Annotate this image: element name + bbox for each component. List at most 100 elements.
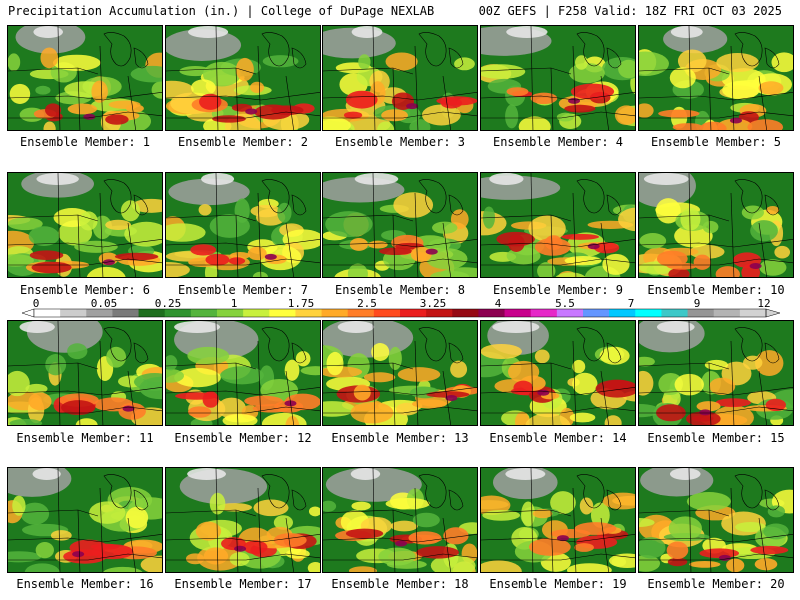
ensemble-member-label: Ensemble Member: 13	[331, 431, 469, 445]
state-boundaries	[639, 468, 793, 572]
ensemble-map-panel	[638, 172, 794, 278]
ensemble-member-label: Ensemble Member: 3	[334, 135, 466, 149]
ensemble-member-label: Ensemble Member: 8	[334, 283, 466, 297]
precip-map	[481, 173, 635, 277]
colorbar-tick-label: 4	[494, 297, 502, 310]
state-boundaries	[481, 26, 635, 130]
colorbar-swatch	[60, 309, 87, 317]
ensemble-member-label: Ensemble Member: 18	[331, 577, 469, 591]
ensemble-map-panel	[480, 172, 636, 278]
ensemble-map-panel	[480, 467, 636, 573]
ensemble-member-label: Ensemble Member: 16	[16, 577, 154, 591]
colorbar-tick-label: 9	[693, 297, 701, 310]
ensemble-member-label: Ensemble Member: 1	[19, 135, 151, 149]
colorbar-swatch	[609, 309, 636, 317]
ensemble-member-label: Ensemble Member: 5	[650, 135, 782, 149]
precip-map	[639, 26, 793, 130]
colorbar-tick-label: 7	[627, 297, 635, 310]
state-boundaries	[166, 173, 320, 277]
state-boundaries	[8, 321, 162, 425]
ensemble-member-label: Ensemble Member: 11	[16, 431, 154, 445]
colorbar-swatch	[190, 309, 218, 317]
ensemble-map-panel	[7, 467, 163, 573]
precip-map	[166, 468, 320, 572]
precip-map	[323, 321, 477, 425]
ensemble-map-panel	[638, 320, 794, 426]
ensemble-map-panel	[638, 467, 794, 573]
ensemble-map-panel	[165, 467, 321, 573]
ensemble-map-panel	[322, 25, 478, 131]
colorbar-swatch	[687, 309, 715, 317]
precip-map	[166, 173, 320, 277]
colorbar-swatch	[347, 309, 375, 317]
precip-map	[166, 26, 320, 130]
map-title: Precipitation Accumulation (in.) | Colle…	[8, 4, 435, 18]
state-boundaries	[166, 321, 320, 425]
ensemble-map-panel	[7, 25, 163, 131]
precip-map	[639, 321, 793, 425]
ensemble-map-panel	[480, 320, 636, 426]
colorbar-swatch	[478, 309, 506, 317]
ensemble-member-label: Ensemble Member: 9	[492, 283, 624, 297]
colorbar-swatch	[373, 309, 401, 317]
colorbar-tick-label: 12	[757, 297, 771, 310]
precip-map	[8, 321, 162, 425]
precip-map	[481, 468, 635, 572]
ensemble-map-panel	[165, 25, 321, 131]
colorbar-tick-label: 3.25	[419, 297, 447, 310]
ensemble-map-panel	[322, 320, 478, 426]
state-boundaries	[481, 173, 635, 277]
precip-map	[323, 26, 477, 130]
ensemble-member-label: Ensemble Member: 14	[489, 431, 627, 445]
ensemble-map-panel	[480, 25, 636, 131]
precip-map	[481, 321, 635, 425]
ensemble-member-label: Ensemble Member: 10	[647, 283, 785, 297]
colorbar-swatch	[86, 309, 113, 317]
precip-colorbar	[21, 308, 781, 318]
colorbar-swatch	[400, 309, 427, 317]
colorbar-swatch	[583, 309, 610, 317]
precip-map	[8, 26, 162, 130]
precip-map	[639, 468, 793, 572]
colorbar-swatch	[269, 309, 296, 317]
ensemble-member-label: Ensemble Member: 7	[177, 283, 309, 297]
colorbar-swatch	[635, 309, 662, 317]
ensemble-member-label: Ensemble Member: 19	[489, 577, 627, 591]
state-boundaries	[639, 173, 793, 277]
colorbar-tick-label: 0.05	[90, 297, 118, 310]
state-boundaries	[639, 321, 793, 425]
precip-map	[639, 173, 793, 277]
ensemble-map-panel	[322, 467, 478, 573]
colorbar-swatch	[295, 309, 323, 317]
colorbar-swatch	[138, 309, 166, 317]
colorbar-tick-label: 1.75	[287, 297, 315, 310]
ensemble-member-label: Ensemble Member: 2	[177, 135, 309, 149]
colorbar-swatch	[713, 309, 741, 317]
ensemble-member-label: Ensemble Member: 15	[647, 431, 785, 445]
colorbar-swatch	[217, 309, 244, 317]
valid-time: 00Z GEFS | F258 Valid: 18Z FRI OCT 03 20…	[478, 4, 782, 18]
colorbar-tick-label: 1	[230, 297, 238, 310]
colorbar-swatch	[504, 309, 532, 317]
colorbar-swatch	[34, 309, 61, 317]
state-boundaries	[481, 468, 635, 572]
colorbar-swatch	[112, 309, 140, 317]
colorbar-swatch	[321, 309, 349, 317]
colorbar-swatch	[556, 309, 584, 317]
ensemble-member-label: Ensemble Member: 4	[492, 135, 624, 149]
ensemble-map-panel	[638, 25, 794, 131]
precip-map	[481, 26, 635, 130]
colorbar-swatch	[452, 309, 479, 317]
ensemble-map-panel	[7, 320, 163, 426]
state-boundaries	[8, 468, 162, 572]
colorbar-tick-label: 0	[32, 297, 40, 310]
ensemble-member-label: Ensemble Member: 12	[174, 431, 312, 445]
colorbar-swatch	[243, 309, 270, 317]
colorbar-swatch	[530, 309, 558, 317]
ensemble-member-label: Ensemble Member: 6	[19, 283, 151, 297]
colorbar-tick-label: 0.25	[154, 297, 182, 310]
ensemble-map-panel	[322, 172, 478, 278]
colorbar-tick-label: 2.5	[357, 297, 377, 310]
state-boundaries	[323, 468, 477, 572]
colorbar-tick-label: 5.5	[555, 297, 575, 310]
